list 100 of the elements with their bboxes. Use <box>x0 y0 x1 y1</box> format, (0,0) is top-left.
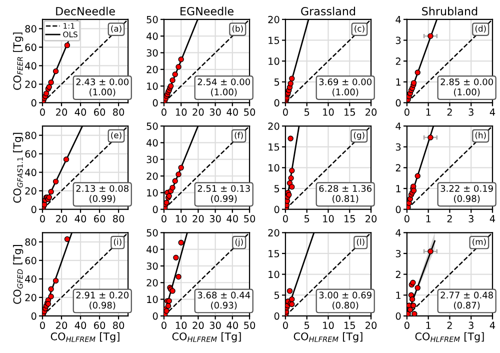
y-axis-title: CO$_{GFAS1.1}$ [Tg] <box>13 132 24 203</box>
annotation: (a) <box>111 25 122 33</box>
x-tick-label: 10 <box>323 215 334 222</box>
y-tick-label: 20 <box>25 187 36 195</box>
y-tick-label: 60 <box>25 44 36 52</box>
x-tick-label: 10 <box>176 108 187 116</box>
x-axis-title: CO$_{HLFREM}$ [Tg] <box>415 332 484 342</box>
x-tick-label: 20 <box>56 215 68 222</box>
x-tick-label: 1 <box>426 322 431 329</box>
x-tick-label: 40 <box>74 322 86 330</box>
y-tick-label: 3 <box>396 250 401 258</box>
y-tick-label: 0 <box>274 206 280 214</box>
y-tick-label: 5 <box>274 78 280 86</box>
y-tick-label: 20 <box>25 294 36 302</box>
y-tick-label: 80 <box>25 238 36 246</box>
annotation: 2.85 ± 0.00 (1.00) <box>440 78 493 96</box>
y-tick-label: 80 <box>25 132 36 140</box>
annotation: 3.69 ± 0.00 (1.00) <box>319 78 372 96</box>
x-tick-label: 10 <box>323 322 334 330</box>
x-tick-label: 40 <box>74 108 86 116</box>
annotation: 3.22 ± 0.19 (0.98) <box>440 185 493 204</box>
x-tick-label: 3 <box>468 108 474 116</box>
x-tick-label: 80 <box>113 322 124 330</box>
x-tick-label: 60 <box>94 322 106 330</box>
y-tick-label: 4 <box>396 229 401 236</box>
annotation: (l) <box>356 238 364 246</box>
x-tick-label: 20 <box>192 108 204 116</box>
x-tick-label: 3 <box>468 215 474 222</box>
y-tick-label: 15 <box>268 143 280 151</box>
x-tick-label: 50 <box>244 215 256 222</box>
x-tick-label: 2 <box>447 215 452 222</box>
y-tick-label: 3 <box>396 143 401 151</box>
y-tick-label: 20 <box>146 279 158 286</box>
y-tick-label: 40 <box>25 168 36 176</box>
y-tick-label: 10 <box>268 270 280 278</box>
y-tick-label: 20 <box>268 16 280 24</box>
x-tick-label: 60 <box>94 108 106 116</box>
y-tick-label: 0 <box>396 99 401 107</box>
annotation: 2.54 ± 0.00 (1.00) <box>198 78 250 96</box>
chart-title: DecNeedle <box>56 6 115 16</box>
y-tick-label: 30 <box>146 49 158 57</box>
y-axis-title: CO$_{FEER}$ [Tg] <box>13 32 24 90</box>
y-tick-label: 40 <box>146 139 158 147</box>
y-tick-label: 80 <box>25 25 36 32</box>
x-tick-label: 4 <box>490 215 496 222</box>
x-tick-label: 50 <box>244 108 256 116</box>
x-tick-label: 10 <box>323 108 334 116</box>
x-axis-title: CO$_{HLFREM}$ [Tg] <box>294 332 362 342</box>
annotation: (i) <box>114 238 122 246</box>
y-tick-label: 50 <box>146 122 158 130</box>
y-tick-label: 0 <box>152 312 158 320</box>
x-tick-label: 0 <box>404 215 410 222</box>
x-tick-label: 0 <box>283 108 288 116</box>
annotation: (f) <box>234 132 243 140</box>
y-tick-label: 0 <box>31 99 36 107</box>
y-tick-label: 40 <box>25 275 36 283</box>
x-tick-label: 30 <box>210 215 221 222</box>
x-tick-label: 20 <box>192 215 204 222</box>
chart-title: EGNeedle <box>180 6 234 16</box>
x-tick-label: 10 <box>176 215 187 222</box>
annotation: (b) <box>232 25 243 33</box>
x-tick-label: 0 <box>162 322 166 330</box>
annotation: (j) <box>235 238 243 247</box>
annotation: 2.51 ± 0.13 (0.99) <box>198 185 250 204</box>
x-tick-label: 0 <box>404 108 410 116</box>
annotation: 2.13 ± 0.08 (0.99) <box>76 185 129 204</box>
y-tick-label: 2 <box>396 164 400 172</box>
y-tick-label: 20 <box>268 229 280 236</box>
x-tick-label: 20 <box>366 108 377 116</box>
x-tick-label: 0 <box>40 215 45 222</box>
y-tick-label: 3 <box>396 36 401 44</box>
x-tick-label: 5 <box>304 322 310 330</box>
y-tick-label: 60 <box>25 256 36 264</box>
y-tick-label: 20 <box>268 122 280 130</box>
x-tick-label: 20 <box>366 215 377 222</box>
x-tick-label: 20 <box>366 322 377 330</box>
x-tick-label: 30 <box>210 322 221 330</box>
y-tick-label: 0 <box>274 312 280 320</box>
x-tick-label: 1 <box>426 108 431 116</box>
y-tick-label: 10 <box>147 189 158 196</box>
x-tick-label: 0 <box>404 322 410 330</box>
x-tick-label: 40 <box>226 215 238 222</box>
y-tick-label: 4 <box>396 122 401 130</box>
annotation: 2.91 ± 0.20 (0.98) <box>76 292 129 310</box>
annotation: (d) <box>475 25 486 33</box>
x-tick-label: 10 <box>176 322 187 330</box>
x-tick-label: 40 <box>74 215 86 222</box>
x-tick-label: 20 <box>56 108 68 116</box>
y-tick-label: 0 <box>396 206 401 214</box>
x-tick-label: 5 <box>304 215 310 222</box>
y-tick-label: 30 <box>146 262 158 270</box>
y-tick-label: 10 <box>268 58 280 65</box>
y-tick-label: 50 <box>146 229 158 236</box>
annotation: (g) <box>354 132 364 140</box>
y-tick-label: 20 <box>146 66 158 74</box>
x-tick-label: 1 <box>426 215 431 222</box>
x-tick-label: 80 <box>113 215 124 222</box>
y-tick-label: 5 <box>274 185 280 192</box>
x-tick-label: 2 <box>447 322 452 329</box>
y-tick-label: 15 <box>268 36 280 44</box>
